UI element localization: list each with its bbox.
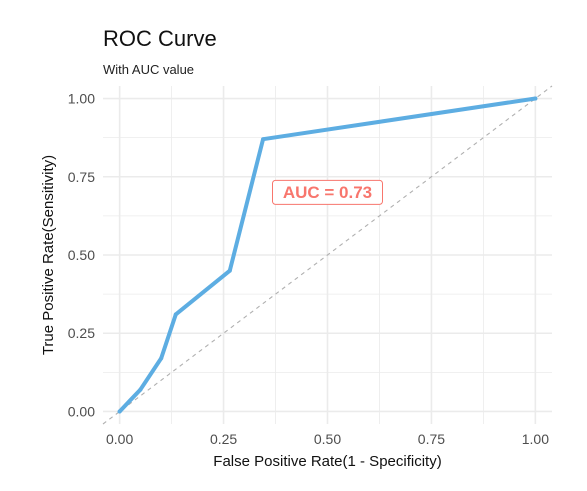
y-tick-label: 0.75	[68, 169, 95, 185]
x-tick-labels: 0.00 0.25 0.50 0.75 1.00	[106, 431, 549, 447]
y-tick-label: 0.00	[68, 403, 95, 419]
roc-point	[138, 387, 143, 392]
roc-point	[173, 312, 178, 317]
chart-subtitle: With AUC value	[103, 62, 195, 77]
y-tick-label: 1.00	[68, 91, 95, 107]
roc-point	[159, 356, 164, 361]
x-tick-label: 0.75	[418, 431, 445, 447]
grid-lines	[103, 86, 552, 424]
x-tick-label: 0.50	[314, 431, 341, 447]
roc-points	[117, 96, 538, 414]
roc-point	[227, 268, 232, 273]
x-tick-label: 0.00	[106, 431, 133, 447]
roc-point	[117, 409, 122, 414]
y-tick-label: 0.25	[68, 325, 95, 341]
x-axis-title: False Positive Rate(1 - Specificity)	[213, 453, 441, 470]
y-tick-labels: 0.00 0.25 0.50 0.75 1.00	[68, 91, 95, 420]
auc-label-box	[272, 179, 383, 205]
diagonal-reference-line	[102, 85, 553, 425]
y-axis-title: True Positive Rate(Sensitivity)	[40, 155, 57, 355]
roc-point	[261, 137, 266, 142]
x-tick-label: 1.00	[522, 431, 549, 447]
roc-point	[533, 96, 538, 101]
auc-label: AUC = 0.73	[283, 183, 372, 202]
chart-title: ROC Curve	[103, 26, 217, 51]
x-tick-label: 0.25	[210, 431, 237, 447]
auc-annotation: AUC = 0.73	[272, 179, 383, 205]
y-tick-label: 0.50	[68, 247, 95, 263]
